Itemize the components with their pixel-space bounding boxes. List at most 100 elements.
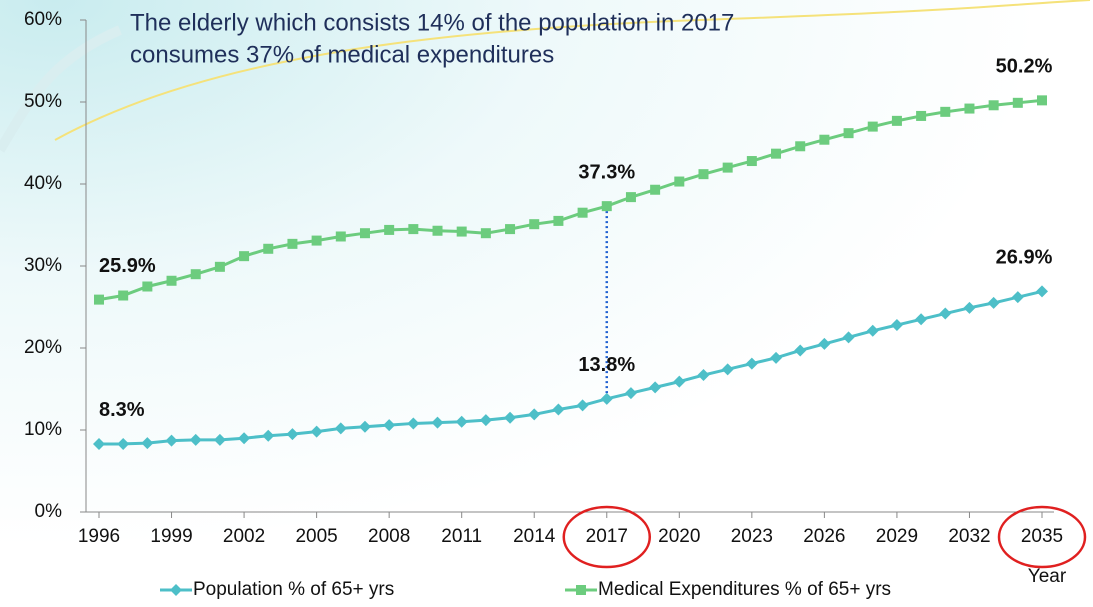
point bbox=[624, 387, 637, 400]
point bbox=[311, 235, 322, 246]
point bbox=[456, 226, 467, 237]
point bbox=[239, 251, 250, 262]
point bbox=[891, 115, 902, 126]
point bbox=[577, 207, 588, 218]
x-tick-label: 2002 bbox=[223, 526, 265, 547]
point bbox=[166, 275, 177, 286]
point bbox=[553, 215, 564, 226]
x-tick-label: 2020 bbox=[658, 526, 700, 547]
point bbox=[819, 134, 830, 145]
legend-swatch bbox=[576, 585, 586, 595]
point bbox=[625, 192, 636, 203]
point bbox=[1011, 291, 1024, 304]
value-label: 25.9% bbox=[99, 255, 156, 277]
point bbox=[987, 296, 1000, 309]
x-tick-label: 2035 bbox=[1021, 526, 1063, 547]
point bbox=[697, 369, 710, 382]
series-line bbox=[98, 98, 1043, 302]
point bbox=[988, 100, 999, 111]
point bbox=[650, 184, 661, 195]
value-label: 13.8% bbox=[578, 354, 635, 376]
point bbox=[142, 281, 153, 292]
x-tick-label: 2023 bbox=[731, 526, 773, 547]
point bbox=[964, 103, 975, 114]
point bbox=[263, 243, 274, 254]
point bbox=[214, 261, 225, 272]
highlight-circle bbox=[997, 505, 1087, 569]
point bbox=[552, 403, 565, 416]
x-tick-label: 2017 bbox=[586, 526, 628, 547]
point bbox=[915, 313, 928, 326]
point bbox=[673, 375, 686, 388]
point bbox=[770, 351, 783, 364]
point bbox=[867, 121, 878, 132]
point bbox=[189, 433, 202, 446]
point bbox=[963, 301, 976, 314]
x-tick-label: 1996 bbox=[78, 526, 120, 547]
point bbox=[431, 416, 444, 429]
point bbox=[287, 238, 298, 249]
point bbox=[600, 392, 613, 405]
x-tick-label: 2026 bbox=[803, 526, 845, 547]
point bbox=[286, 428, 299, 441]
point bbox=[359, 228, 370, 239]
point bbox=[358, 420, 371, 433]
point bbox=[794, 344, 807, 357]
point bbox=[479, 414, 492, 427]
y-tick-label: 20% bbox=[24, 337, 62, 358]
point bbox=[890, 319, 903, 332]
point bbox=[698, 169, 709, 180]
point bbox=[407, 417, 420, 430]
point bbox=[310, 425, 323, 438]
highlight-circle bbox=[562, 505, 652, 569]
point bbox=[649, 381, 662, 394]
decor-swirl bbox=[54, 0, 1091, 141]
point bbox=[384, 224, 395, 235]
value-label: 8.3% bbox=[99, 399, 145, 421]
point bbox=[408, 224, 419, 235]
point bbox=[528, 408, 541, 421]
point bbox=[118, 290, 129, 301]
x-tick-label: 2008 bbox=[368, 526, 410, 547]
point bbox=[213, 433, 226, 446]
point bbox=[529, 219, 540, 230]
x-tick-label: 1999 bbox=[150, 526, 192, 547]
point bbox=[721, 363, 734, 376]
legend-label: Population % of 65+ yrs bbox=[193, 579, 394, 600]
y-tick-label: 40% bbox=[24, 173, 62, 194]
point bbox=[432, 225, 443, 236]
point bbox=[916, 110, 927, 121]
x-tick-label: 2005 bbox=[295, 526, 337, 547]
x-axis-label: Year bbox=[1028, 566, 1067, 587]
point bbox=[745, 357, 758, 370]
point bbox=[746, 156, 757, 167]
point bbox=[818, 337, 831, 350]
point bbox=[94, 294, 104, 305]
y-tick-label: 50% bbox=[24, 91, 62, 112]
y-tick-label: 0% bbox=[35, 501, 63, 522]
point bbox=[576, 399, 589, 412]
point bbox=[505, 224, 516, 235]
value-label: 37.3% bbox=[578, 161, 635, 183]
value-label: 50.2% bbox=[996, 56, 1053, 78]
y-tick-label: 30% bbox=[24, 255, 62, 276]
point bbox=[939, 307, 952, 320]
point bbox=[1012, 97, 1023, 108]
x-tick-label: 2029 bbox=[876, 526, 918, 547]
point bbox=[165, 434, 178, 447]
point bbox=[795, 141, 806, 152]
x-tick-label: 2032 bbox=[948, 526, 990, 547]
point bbox=[93, 437, 105, 450]
point bbox=[674, 176, 685, 187]
point bbox=[940, 106, 951, 117]
point bbox=[262, 429, 275, 442]
point bbox=[1036, 285, 1048, 298]
series-line bbox=[99, 289, 1043, 446]
decor-swirl bbox=[0, 25, 122, 153]
point bbox=[1037, 95, 1047, 106]
point bbox=[455, 415, 468, 428]
y-tick-label: 10% bbox=[24, 419, 62, 440]
